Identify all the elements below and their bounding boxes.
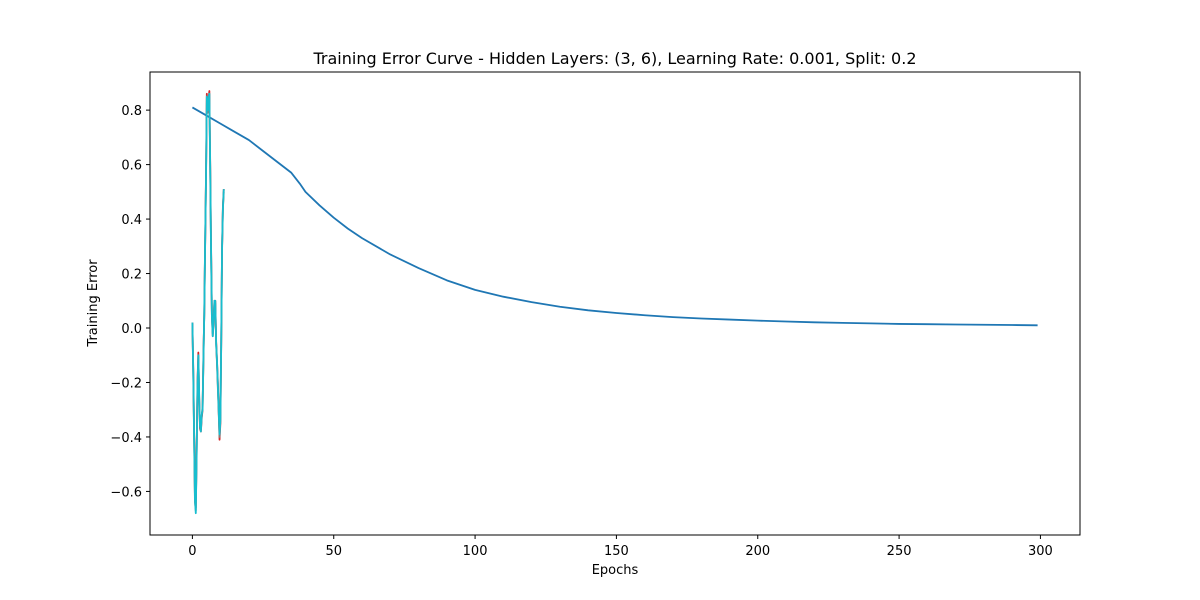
series-layer [191, 90, 1038, 515]
x-tick-label: 50 [325, 544, 342, 559]
y-tick-label: −0.6 [110, 485, 142, 500]
chart-title: Training Error Curve - Hidden Layers: (3… [312, 49, 916, 68]
y-tick-label: 0.8 [121, 104, 142, 119]
x-tick-label: 0 [188, 544, 196, 559]
y-tick-label: 0.0 [121, 322, 142, 337]
x-tick-label: 200 [745, 544, 770, 559]
y-tick-label: −0.2 [110, 376, 142, 391]
axes-frame [149, 71, 1081, 536]
y-tick-label: 0.2 [121, 268, 142, 283]
series-line-3 [191, 92, 225, 515]
x-axis-label: Epochs [592, 563, 639, 578]
y-tick-label: 0.4 [121, 213, 142, 228]
x-tick-label: 100 [463, 544, 488, 559]
x-axis-ticks: 0 50 100 150 200 250 300 [188, 535, 1053, 559]
x-tick-label: 250 [887, 544, 912, 559]
series-line-0 [191, 106, 1038, 327]
y-axis-ticks: −0.6 −0.4 −0.2 0.0 0.2 0.4 0.6 0.8 [110, 104, 150, 500]
y-tick-label: 0.6 [121, 159, 142, 174]
y-tick-label: −0.4 [110, 431, 142, 446]
x-tick-label: 300 [1028, 544, 1053, 559]
x-tick-label: 150 [604, 544, 629, 559]
y-axis-label: Training Error [86, 259, 101, 348]
